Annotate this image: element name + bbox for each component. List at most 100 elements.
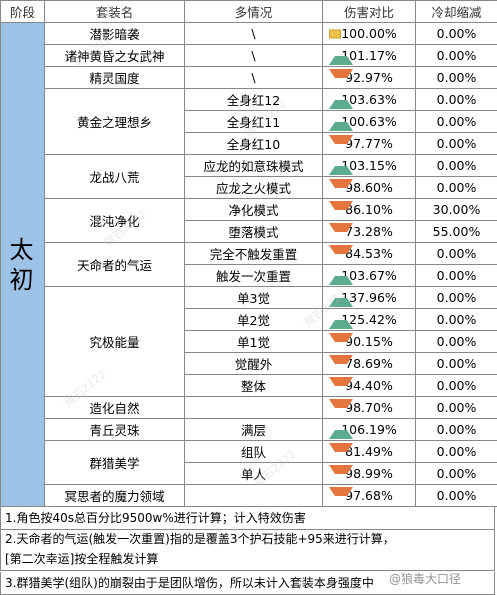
cond-cell[interactable]: \ xyxy=(184,66,323,89)
cd-cell[interactable]: 55.00% xyxy=(415,220,497,243)
dmg-cell[interactable]: 98.99% xyxy=(322,462,416,485)
dmg-cell[interactable]: 103.15% xyxy=(322,154,416,177)
cd-cell[interactable]: 0.00% xyxy=(415,132,497,155)
stage-cell[interactable]: 太初 xyxy=(0,22,45,507)
table-row: 太初 潜影暗袭 \ 100.00% 0.00% xyxy=(0,22,497,507)
header-suit[interactable]: 套装名 xyxy=(44,0,185,23)
dmg-cell[interactable]: 78.69% xyxy=(322,352,416,375)
dmg-cell[interactable]: 73.28% xyxy=(322,220,416,243)
suit-cell[interactable]: 天命者的气运 xyxy=(44,242,185,287)
dmg-cell[interactable]: 94.40% xyxy=(322,374,416,397)
dmg-cell[interactable]: 86.10% xyxy=(322,198,416,221)
dmg-cell[interactable]: 92.97% xyxy=(322,66,416,89)
suit-cell[interactable]: 潜影暗袭 xyxy=(44,22,185,45)
down-arrow-icon xyxy=(329,376,353,395)
cd-cell[interactable]: 0.00% xyxy=(415,44,497,67)
cd-cell[interactable]: 30.00% xyxy=(415,198,497,221)
cond-cell[interactable]: \ xyxy=(184,44,323,67)
cd-cell[interactable]: 0.00% xyxy=(415,242,497,265)
down-arrow-icon xyxy=(329,332,353,351)
cond-cell[interactable]: 净化模式 xyxy=(184,198,323,221)
header-stage[interactable]: 阶段 xyxy=(0,0,45,23)
cd-cell[interactable]: 0.00% xyxy=(415,22,497,45)
dmg-cell[interactable]: 84.53% xyxy=(322,242,416,265)
cond-cell[interactable]: 全身红11 xyxy=(184,110,323,133)
cond-cell[interactable]: 单3觉 xyxy=(184,286,323,309)
suit-cell[interactable]: 诸神黄昏之女武神 xyxy=(44,44,185,67)
suit-cell[interactable]: 冥思者的魔力领域 xyxy=(44,484,185,507)
suit-cell[interactable]: 造化自然 xyxy=(44,396,185,419)
cd-cell[interactable]: 0.00% xyxy=(415,374,497,397)
dmg-cell[interactable]: 137.96% xyxy=(322,286,416,309)
up-arrow-icon xyxy=(329,311,353,329)
dmg-cell[interactable]: 103.63% xyxy=(322,88,416,111)
header-row: 阶段 套装名 多情况 伤害对比 冷却缩减 xyxy=(0,0,497,23)
suit-cell[interactable]: 究极能量 xyxy=(44,286,185,397)
cd-cell[interactable]: 0.00% xyxy=(415,440,497,463)
cond-cell[interactable]: 堕落模式 xyxy=(184,220,323,243)
cd-cell[interactable]: 0.00% xyxy=(415,286,497,309)
down-arrow-icon xyxy=(329,442,353,461)
dmg-cell[interactable]: 101.17% xyxy=(322,44,416,67)
note-2-continued[interactable]: [第二次幸运]按全程触发计算 xyxy=(0,548,495,571)
cond-cell[interactable]: 觉醒外 xyxy=(184,352,323,375)
dmg-cell[interactable]: 103.67% xyxy=(322,264,416,287)
cond-cell[interactable]: 整体 xyxy=(184,374,323,397)
flat-icon xyxy=(329,29,341,38)
dmg-cell[interactable]: 100.00% xyxy=(322,22,416,45)
cond-cell[interactable]: 单人 xyxy=(184,462,323,485)
dmg-cell[interactable]: 90.15% xyxy=(322,330,416,353)
header-dmg[interactable]: 伤害对比 xyxy=(322,0,416,23)
dmg-cell[interactable]: 98.70% xyxy=(322,396,416,419)
note-2[interactable]: 2.天命者的气运(触发一次重置)指的是覆盖3个护石技能+95来进行计算， xyxy=(0,528,495,550)
cond-cell[interactable] xyxy=(184,396,323,419)
dmg-cell[interactable]: 97.68% xyxy=(322,484,416,507)
cd-cell[interactable]: 0.00% xyxy=(415,462,497,485)
header-cd[interactable]: 冷却缩减 xyxy=(415,0,497,23)
cond-cell[interactable]: 单2觉 xyxy=(184,308,323,331)
note-1[interactable]: 1.角色按40s总百分比9500w%进行计算；计入特效伤害 xyxy=(0,506,495,530)
down-arrow-icon xyxy=(329,398,353,417)
cd-cell[interactable]: 0.00% xyxy=(415,352,497,375)
cond-cell[interactable] xyxy=(184,484,323,507)
dmg-cell[interactable]: 81.49% xyxy=(322,440,416,463)
cd-cell[interactable]: 0.00% xyxy=(415,154,497,177)
cd-cell[interactable]: 0.00% xyxy=(415,88,497,111)
cond-cell[interactable]: 触发一次重置 xyxy=(184,264,323,287)
cond-cell[interactable]: 组队 xyxy=(184,440,323,463)
cd-cell[interactable]: 0.00% xyxy=(415,264,497,287)
cond-cell[interactable]: 应龙之火模式 xyxy=(184,176,323,199)
suit-cell[interactable]: 黄金之理想乡 xyxy=(44,88,185,155)
cd-cell[interactable]: 0.00% xyxy=(415,396,497,419)
cd-cell[interactable]: 0.00% xyxy=(415,308,497,331)
suit-cell[interactable]: 精灵国度 xyxy=(44,66,185,89)
table-row: 造化自然 98.70% 0.00% xyxy=(1,396,497,419)
suit-cell[interactable]: 群猎美学 xyxy=(44,440,185,485)
cond-cell[interactable]: 完全不触发重置 xyxy=(184,242,323,265)
dmg-cell[interactable]: 97.77% xyxy=(322,132,416,155)
up-arrow-icon xyxy=(329,267,353,285)
cond-cell[interactable]: 全身红12 xyxy=(184,88,323,111)
table-row: 单人 98.99% 0.00% xyxy=(1,462,497,485)
cond-cell[interactable]: 应龙的如意珠模式 xyxy=(184,154,323,177)
suit-cell[interactable]: 龙战八荒 xyxy=(44,154,185,199)
cd-cell[interactable]: 0.00% xyxy=(415,176,497,199)
cd-cell[interactable]: 0.00% xyxy=(415,484,497,507)
header-cond[interactable]: 多情况 xyxy=(184,0,323,23)
cond-cell[interactable]: 单1觉 xyxy=(184,330,323,353)
suit-cell[interactable]: 青丘灵珠 xyxy=(44,418,185,441)
cd-cell[interactable]: 0.00% xyxy=(415,66,497,89)
suit-cell[interactable]: 混沌净化 xyxy=(44,198,185,243)
dmg-cell[interactable]: 106.19% xyxy=(322,418,416,441)
dmg-cell[interactable]: 125.42% xyxy=(322,308,416,331)
cd-cell[interactable]: 0.00% xyxy=(415,110,497,133)
cd-cell[interactable]: 0.00% xyxy=(415,418,497,441)
down-arrow-icon xyxy=(329,68,353,87)
table-row: 群猎美学 组队 81.49% 0.00% xyxy=(1,440,497,485)
dmg-cell[interactable]: 100.63% xyxy=(322,110,416,133)
cond-cell[interactable]: 满层 xyxy=(184,418,323,441)
cd-cell[interactable]: 0.00% xyxy=(415,330,497,353)
cond-cell[interactable]: 全身红10 xyxy=(184,132,323,155)
cond-cell[interactable]: \ xyxy=(184,22,323,45)
dmg-cell[interactable]: 98.60% xyxy=(322,176,416,199)
